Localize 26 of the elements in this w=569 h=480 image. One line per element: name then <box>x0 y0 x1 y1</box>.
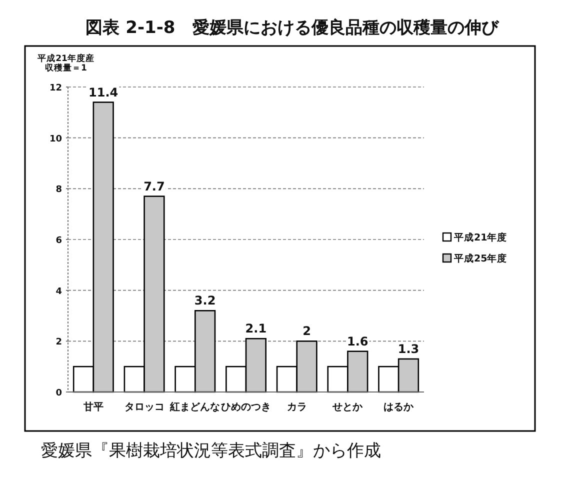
y-tick-label: 6 <box>56 236 62 246</box>
y-tick-label: 2 <box>56 338 62 348</box>
x-tick-label: はるか <box>384 402 415 413</box>
data-label: 2.1 <box>245 322 267 336</box>
data-label: 7.7 <box>144 179 165 194</box>
x-tick-label: せとか <box>332 402 364 413</box>
y-tick-label: 12 <box>49 84 62 94</box>
y-tick-label: 10 <box>49 134 62 144</box>
data-label: 2 <box>302 324 311 338</box>
y-axis-title: 平成21年度産収穫量＝1 <box>36 53 94 74</box>
chart-title: 図表 2-1-8 愛媛県における優良品種の収穫量の伸び <box>86 18 500 38</box>
data-label: 3.2 <box>194 294 216 308</box>
data-label: 1.3 <box>398 342 420 356</box>
x-tick-label: ひめのつき <box>221 402 271 413</box>
y-tick-label: 8 <box>56 185 62 196</box>
data-label: 11.4 <box>88 85 118 100</box>
x-tick-label: 甘平 <box>82 401 104 413</box>
x-tick-label: タロッコ <box>124 402 164 413</box>
y-tick-label: 4 <box>56 286 62 297</box>
x-tick-label: カラ <box>286 402 307 413</box>
data-label: 1.6 <box>347 334 368 348</box>
text: 愛媛県『果樹栽培状況等表式調査』から作成 <box>41 441 381 461</box>
y-tick-label: 0 <box>56 388 62 398</box>
x-tick-label: 紅まどんな <box>169 401 220 413</box>
legend-label: 平成25年度 <box>453 252 508 264</box>
legend-label: 平成21年度 <box>453 232 508 244</box>
